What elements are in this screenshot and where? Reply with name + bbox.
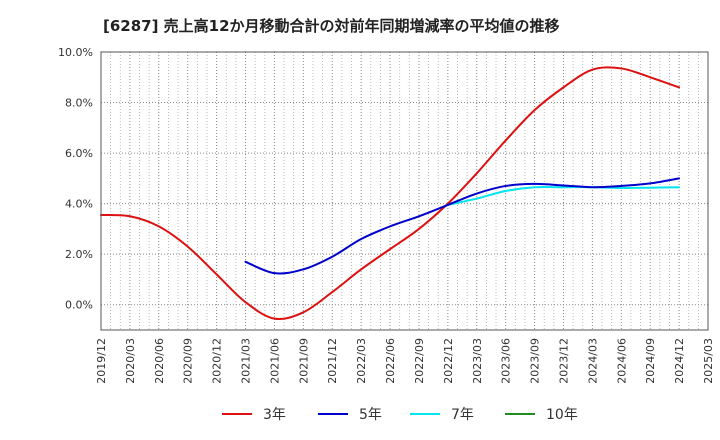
x-tick-label: 2024/12 bbox=[673, 338, 686, 384]
x-tick-label: 2023/03 bbox=[471, 338, 484, 384]
x-tick-label: 2022/12 bbox=[442, 338, 455, 384]
x-tick-label: 2020/03 bbox=[124, 338, 137, 384]
y-tick-label: 0.0% bbox=[65, 299, 93, 312]
y-tick-label: 6.0% bbox=[65, 147, 93, 160]
x-tick-label: 2021/03 bbox=[240, 338, 253, 384]
x-tick-label: 2021/12 bbox=[326, 338, 339, 384]
x-tick-label: 2024/06 bbox=[615, 338, 628, 384]
x-tick-label: 2024/03 bbox=[586, 338, 599, 384]
x-tick-label: 2021/06 bbox=[268, 338, 281, 384]
x-tick-label: 2020/09 bbox=[182, 338, 195, 384]
grid bbox=[100, 51, 709, 330]
x-tick-label: 2021/09 bbox=[297, 338, 310, 384]
x-tick-label: 2019/12 bbox=[95, 338, 108, 384]
legend-label: 3年 bbox=[263, 407, 286, 423]
x-axis-ticks: 2019/12 2020/03 2020/06 2020/09 2020/12 2021/… bbox=[95, 338, 715, 384]
x-tick-label: 2020/06 bbox=[153, 338, 166, 384]
y-tick-label: 2.0% bbox=[65, 248, 93, 261]
x-tick-label: 2023/12 bbox=[557, 338, 570, 384]
x-tick-label: 2022/06 bbox=[384, 338, 397, 384]
series-line-2 bbox=[446, 185, 681, 206]
x-tick-label: 2024/09 bbox=[644, 338, 657, 384]
series-line-1 bbox=[244, 177, 681, 275]
y-axis-ticks: 0.0% 2.0% 4.0% 6.0% 8.0% 10.0% bbox=[58, 46, 93, 312]
x-tick-label: 2020/12 bbox=[211, 338, 224, 384]
series-line-0 bbox=[100, 66, 681, 321]
legend: 3年 5年 7年 10年 bbox=[222, 407, 578, 423]
x-tick-label: 2025/03 bbox=[702, 338, 715, 384]
x-tick-label: 2023/06 bbox=[500, 338, 513, 384]
x-tick-label: 2022/03 bbox=[355, 338, 368, 384]
plot-border bbox=[100, 51, 709, 331]
y-tick-label: 4.0% bbox=[65, 198, 93, 211]
x-tick-label: 2023/09 bbox=[529, 338, 542, 384]
y-tick-label: 8.0% bbox=[65, 97, 93, 110]
y-tick-label: 10.0% bbox=[58, 46, 93, 59]
legend-label: 7年 bbox=[451, 407, 474, 423]
series-lines bbox=[100, 66, 681, 321]
plot-area bbox=[101, 52, 708, 330]
legend-label: 5年 bbox=[359, 407, 382, 423]
chart-title: [6287] 売上高12か月移動合計の対前年同期増減率の平均値の推移 bbox=[103, 17, 560, 35]
legend-label: 10年 bbox=[546, 407, 578, 423]
x-tick-label: 2022/09 bbox=[413, 338, 426, 384]
